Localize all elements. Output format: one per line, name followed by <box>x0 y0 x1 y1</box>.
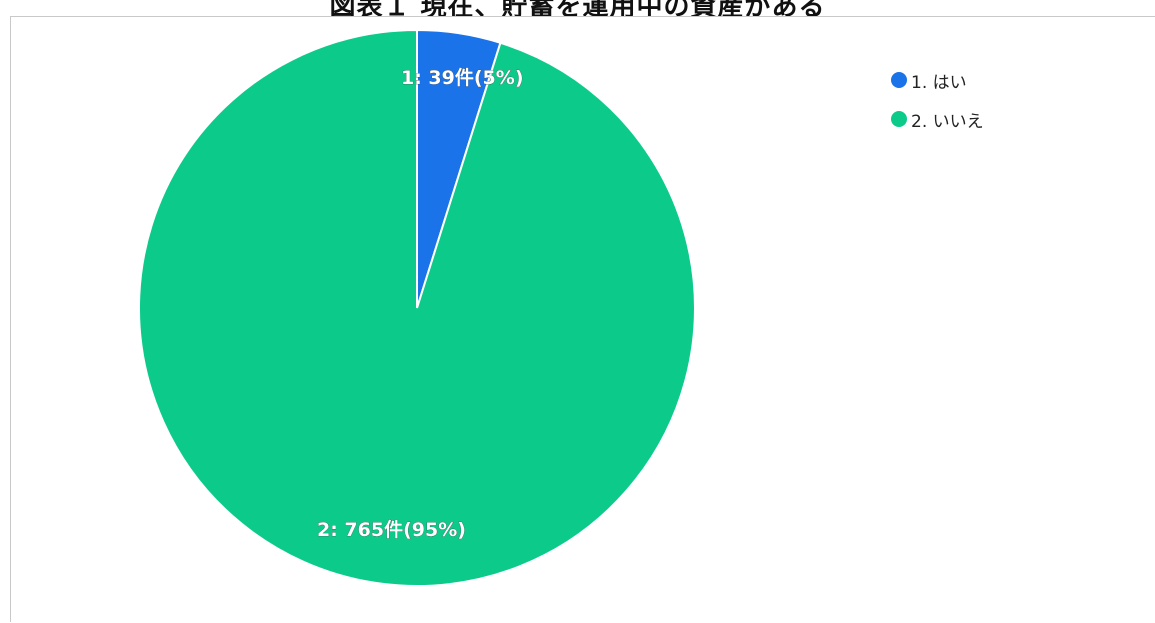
pie-chart: 1: 39件(5%) 2: 765件(95%) <box>138 28 696 587</box>
legend: 1. はい 2. いいえ <box>891 69 984 147</box>
pie-slice-no[interactable] <box>138 28 696 587</box>
chart-title: 図表１ 現在、貯蓄を運用中の資産がある <box>329 0 826 16</box>
slice-label-no: 2: 765件(95%) <box>317 518 466 541</box>
legend-label-no: 2. いいえ <box>911 111 984 132</box>
legend-item-no[interactable]: 2. いいえ <box>891 108 984 132</box>
legend-marker-no <box>891 111 907 127</box>
legend-item-yes[interactable]: 1. はい <box>891 69 984 93</box>
legend-label-yes: 1. はい <box>911 72 967 93</box>
chart-frame: 1: 39件(5%) 2: 765件(95%) 1. はい 2. いいえ <box>10 16 1155 622</box>
title-strip: 図表１ 現在、貯蓄を運用中の資産がある <box>0 0 1155 16</box>
legend-marker-yes <box>891 72 907 88</box>
slice-label-yes: 1: 39件(5%) <box>401 66 524 89</box>
